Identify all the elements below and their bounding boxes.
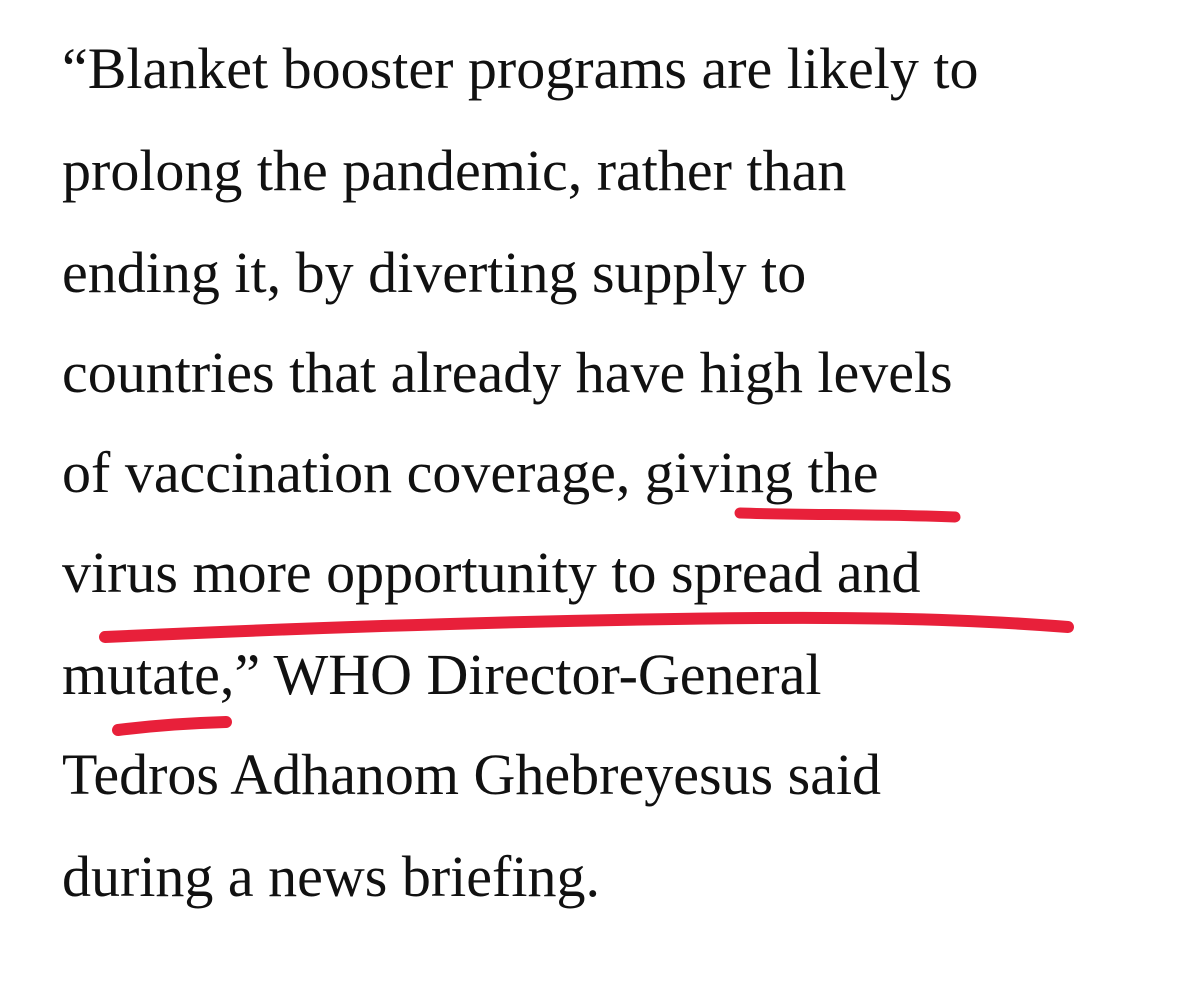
quote-line-1: “Blanket booster programs are likely to [62, 36, 979, 101]
quote-line-5: of vaccination coverage, giving the [62, 440, 879, 505]
quote-line-9: during a news briefing. [62, 844, 600, 909]
quote-line-3: ending it, by diverting supply to [62, 240, 807, 305]
quote-line-8: Tedros Adhanom Ghebreyesus said [62, 742, 882, 807]
quote-line-4: countries that already have high levels [62, 340, 953, 405]
quote-line-7: mutate,” WHO Director-General [62, 642, 822, 707]
quote-line-2: prolong the pandemic, rather than [62, 138, 847, 203]
quote-line-6: virus more opportunity to spread and [62, 540, 921, 605]
